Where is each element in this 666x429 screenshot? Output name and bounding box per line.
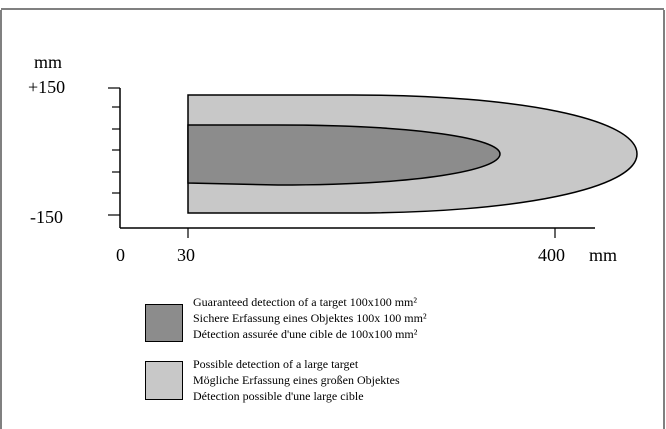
- guaranteed-detection-zone: [187, 124, 501, 186]
- legend-text-possible: Possible detection of a large target Mög…: [193, 356, 400, 404]
- legend-swatch-possible: [145, 361, 183, 400]
- legend-guaranteed-fr: Détection assurée d'une cible de 100x100…: [193, 327, 418, 341]
- legend-possible-fr: Détection possible d'une large cible: [193, 389, 364, 403]
- legend-swatch-guaranteed: [145, 304, 183, 342]
- x-label-0: 0: [116, 245, 125, 265]
- x-label-400: 400: [538, 245, 565, 265]
- y-top-label: +150: [28, 77, 66, 97]
- x-unit-label: mm: [589, 245, 618, 265]
- legend-possible-en: Possible detection of a large target: [193, 357, 359, 371]
- legend-guaranteed-en: Guaranteed detection of a target 100x100…: [193, 295, 417, 309]
- legend-text-guaranteed: Guaranteed detection of a target 100x100…: [193, 294, 427, 342]
- legend-guaranteed-de: Sichere Erfassung eines Objektes 100x 10…: [193, 311, 427, 325]
- y-bottom-label: -150: [30, 207, 63, 227]
- y-unit-label: mm: [34, 52, 63, 72]
- x-label-30: 30: [177, 245, 195, 265]
- legend-possible-de: Mögliche Erfassung eines großen Objektes: [193, 373, 400, 387]
- y-axis-ticks: [108, 87, 120, 216]
